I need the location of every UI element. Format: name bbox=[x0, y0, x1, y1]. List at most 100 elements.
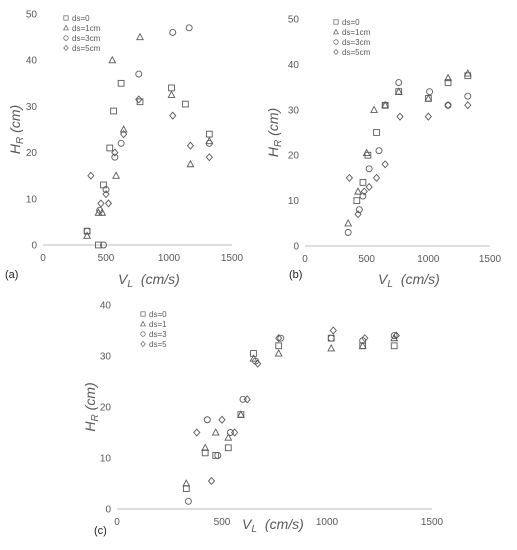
x-tick-label: 1000 bbox=[316, 517, 339, 528]
legend-label: ds=3cm bbox=[342, 38, 371, 47]
series-2 bbox=[83, 24, 213, 249]
data-point bbox=[106, 144, 114, 152]
legend-label: ds=0 bbox=[72, 14, 90, 23]
data-point bbox=[463, 69, 472, 77]
data-point bbox=[117, 139, 125, 147]
data-point bbox=[327, 334, 335, 342]
data-point bbox=[354, 187, 362, 195]
data-point bbox=[275, 334, 283, 343]
data-point bbox=[424, 112, 432, 121]
data-point bbox=[136, 98, 144, 106]
data-point bbox=[392, 331, 400, 340]
y-axis-label-sub: R bbox=[90, 414, 101, 421]
data-point bbox=[201, 443, 210, 451]
x-tick-label: 1500 bbox=[479, 254, 502, 265]
y-axis-label-main: H bbox=[7, 143, 23, 154]
legend-marker bbox=[140, 331, 146, 337]
legend-marker bbox=[140, 340, 146, 348]
legend-marker bbox=[333, 39, 339, 45]
y-axis-label-sub: R bbox=[15, 137, 26, 144]
data-point bbox=[224, 444, 232, 452]
data-point bbox=[167, 90, 176, 98]
y-tick-label: 50 bbox=[26, 10, 38, 21]
data-point bbox=[111, 148, 119, 157]
data-point bbox=[95, 241, 102, 249]
data-point bbox=[361, 334, 369, 343]
x-axis-label-unit: (cm/s) bbox=[141, 271, 180, 287]
data-point bbox=[205, 153, 213, 162]
y-tick-label: 20 bbox=[288, 151, 300, 162]
data-point bbox=[169, 111, 177, 120]
x-tick-label: 0 bbox=[302, 254, 308, 265]
legend: ds=0ds=1ds=3ds=5 bbox=[140, 310, 167, 349]
data-point bbox=[353, 197, 361, 204]
data-point bbox=[243, 395, 251, 404]
data-point bbox=[381, 160, 389, 169]
legend-label: ds=0 bbox=[342, 18, 360, 27]
data-point bbox=[184, 497, 192, 505]
y-axis-label-unit: (cm) bbox=[265, 108, 281, 136]
y-axis-label-main: H bbox=[82, 421, 98, 432]
data-point bbox=[182, 485, 190, 492]
data-point bbox=[444, 101, 452, 110]
series-0 bbox=[182, 334, 398, 492]
data-point bbox=[168, 84, 175, 92]
data-point bbox=[344, 218, 353, 227]
data-point bbox=[98, 208, 107, 216]
series-1 bbox=[182, 333, 399, 487]
legend-marker bbox=[333, 19, 339, 25]
data-point bbox=[230, 428, 239, 437]
x-axis-label: VL (cm/s) bbox=[242, 516, 304, 535]
data-point bbox=[239, 395, 247, 403]
data-point bbox=[214, 452, 222, 459]
y-tick-label: 30 bbox=[100, 352, 112, 363]
data-point bbox=[424, 94, 433, 102]
data-point bbox=[224, 433, 233, 441]
data-point bbox=[370, 105, 379, 113]
y-axis-label: HR (cm) bbox=[265, 108, 284, 157]
y-tick-label: 40 bbox=[100, 301, 112, 312]
x-axis-label-unit: (cm/s) bbox=[265, 516, 304, 532]
x-tick-label: 0 bbox=[114, 517, 120, 528]
series-1 bbox=[83, 32, 214, 239]
data-point bbox=[444, 79, 452, 86]
data-point bbox=[211, 428, 220, 436]
data-point bbox=[345, 173, 354, 182]
data-point bbox=[205, 139, 213, 147]
data-point bbox=[464, 92, 472, 100]
legend-label: ds=5cm bbox=[342, 48, 371, 57]
data-point bbox=[83, 227, 91, 235]
legend-marker bbox=[63, 24, 69, 31]
data-point bbox=[277, 334, 285, 342]
data-point bbox=[390, 333, 399, 342]
x-axis-label-sub: L bbox=[387, 279, 393, 290]
data-point bbox=[100, 241, 107, 249]
legend-label: ds=5 bbox=[149, 340, 167, 349]
data-point bbox=[394, 87, 403, 95]
data-point bbox=[329, 326, 337, 335]
y-tick-label: 0 bbox=[293, 242, 299, 253]
legend-marker bbox=[140, 320, 146, 327]
y-axis-label: HR (cm) bbox=[7, 105, 26, 154]
data-point bbox=[365, 182, 373, 192]
data-point bbox=[275, 342, 283, 350]
legend-label: ds=5cm bbox=[72, 44, 101, 53]
series-0 bbox=[353, 72, 472, 204]
y-tick-label: 10 bbox=[26, 194, 38, 205]
x-axis-label-main: V bbox=[118, 271, 129, 287]
data-point bbox=[274, 349, 283, 357]
data-point bbox=[136, 32, 144, 41]
legend-label: ds=1 bbox=[149, 320, 167, 329]
x-tick-label: 1000 bbox=[158, 253, 181, 264]
data-point bbox=[185, 24, 193, 32]
data-point bbox=[344, 228, 352, 236]
data-point bbox=[117, 79, 125, 87]
data-point bbox=[381, 101, 389, 109]
y-tick-label: 20 bbox=[26, 148, 38, 159]
data-point bbox=[354, 210, 362, 219]
data-point bbox=[218, 415, 226, 424]
y-tick-label: 20 bbox=[100, 403, 112, 414]
legend-marker bbox=[63, 35, 69, 41]
x-axis-label-main: V bbox=[242, 516, 253, 532]
